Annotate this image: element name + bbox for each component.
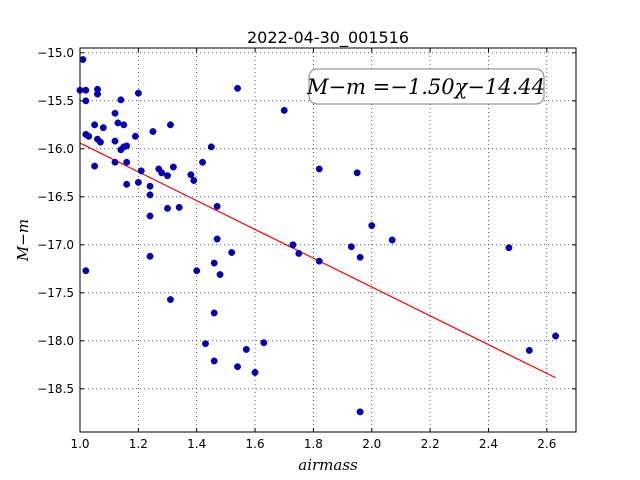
fit-equation: M−m =−1.50χ−14.44 <box>306 75 545 99</box>
data-point <box>295 249 303 257</box>
data-point <box>315 257 323 265</box>
data-point <box>134 89 142 97</box>
data-point <box>85 132 93 140</box>
x-tick-label: 2.0 <box>362 437 381 451</box>
x-tick-label: 1.4 <box>187 437 206 451</box>
data-point <box>234 84 242 92</box>
data-point <box>210 309 218 317</box>
data-point <box>99 124 107 132</box>
y-tick-label: −16.0 <box>37 142 74 156</box>
data-point <box>149 128 157 135</box>
data-point <box>190 177 198 184</box>
data-point <box>123 180 131 188</box>
data-point <box>210 259 218 267</box>
data-point <box>123 142 131 150</box>
data-point <box>146 182 154 190</box>
data-point <box>137 167 145 175</box>
data-points <box>76 56 560 416</box>
data-point <box>187 171 195 179</box>
y-axis-label: M−m <box>14 219 32 262</box>
y-tick-label: −16.5 <box>37 190 74 204</box>
data-point <box>193 267 201 275</box>
data-point <box>260 339 268 347</box>
data-point <box>94 90 101 98</box>
data-point <box>164 172 171 180</box>
plot-frame <box>79 47 577 433</box>
data-point <box>91 162 99 170</box>
data-point <box>111 109 119 117</box>
data-point <box>166 296 174 303</box>
data-point <box>146 212 154 220</box>
data-point <box>525 346 533 354</box>
data-point <box>79 56 87 63</box>
data-point <box>96 138 104 146</box>
y-tick-label: −15.5 <box>37 94 74 108</box>
data-point <box>242 345 250 353</box>
data-point <box>347 243 355 251</box>
y-tick-label: −18.5 <box>37 382 74 396</box>
data-point <box>315 165 323 173</box>
x-tick-label: 2.2 <box>421 437 440 451</box>
data-point <box>280 106 288 114</box>
data-point <box>228 249 236 256</box>
data-point <box>166 121 174 129</box>
data-point <box>146 252 154 260</box>
data-point <box>210 357 218 365</box>
data-point <box>120 121 128 129</box>
data-point <box>117 96 125 104</box>
y-tick-label: −15.0 <box>37 46 74 60</box>
data-point <box>131 132 139 140</box>
y-tick-label: −18.0 <box>37 334 74 348</box>
data-point <box>111 158 119 166</box>
x-tick-label: 2.6 <box>537 437 556 451</box>
data-point <box>199 158 206 166</box>
data-point <box>207 143 215 151</box>
data-point <box>234 363 242 371</box>
data-point <box>356 408 364 416</box>
x-tick-label: 2.4 <box>479 437 498 451</box>
data-point <box>368 222 376 230</box>
data-point <box>123 158 131 166</box>
x-tick-label: 1.0 <box>70 437 89 451</box>
data-point <box>552 332 560 340</box>
x-axis-label: airmass <box>298 456 358 474</box>
data-point <box>216 271 224 279</box>
data-point <box>158 169 166 177</box>
data-point <box>388 236 396 244</box>
fit-equation-box: M−m =−1.50χ−14.44 <box>306 68 545 105</box>
data-point <box>213 235 221 243</box>
x-tick-label: 1.2 <box>129 437 148 451</box>
data-point <box>353 169 361 177</box>
data-point <box>134 178 142 186</box>
data-point <box>91 121 99 129</box>
x-tick-label: 1.8 <box>304 437 323 451</box>
data-point <box>82 86 90 94</box>
data-point <box>82 267 90 275</box>
data-point <box>289 241 297 249</box>
y-tick-label: −17.5 <box>37 286 74 300</box>
data-point <box>169 163 177 171</box>
data-point <box>114 119 122 127</box>
data-point <box>202 340 209 348</box>
chart-title: 2022-04-30_001516 <box>247 28 409 48</box>
annotation-box <box>308 68 545 105</box>
data-point <box>505 244 513 252</box>
y-tick-label: −17.0 <box>37 238 74 252</box>
data-point <box>146 191 154 199</box>
data-point <box>251 369 259 376</box>
data-point <box>175 203 183 211</box>
data-point <box>356 253 364 261</box>
axis-ticks: 1.0 1.2 1.4 1.6 1.8 2.0 2.2 2.4 2.6 −15.0 −15.5 −16… <box>37 46 576 451</box>
x-tick-label: 1.6 <box>246 437 265 451</box>
data-point <box>164 204 171 212</box>
data-point <box>111 137 119 145</box>
data-point <box>213 202 221 210</box>
